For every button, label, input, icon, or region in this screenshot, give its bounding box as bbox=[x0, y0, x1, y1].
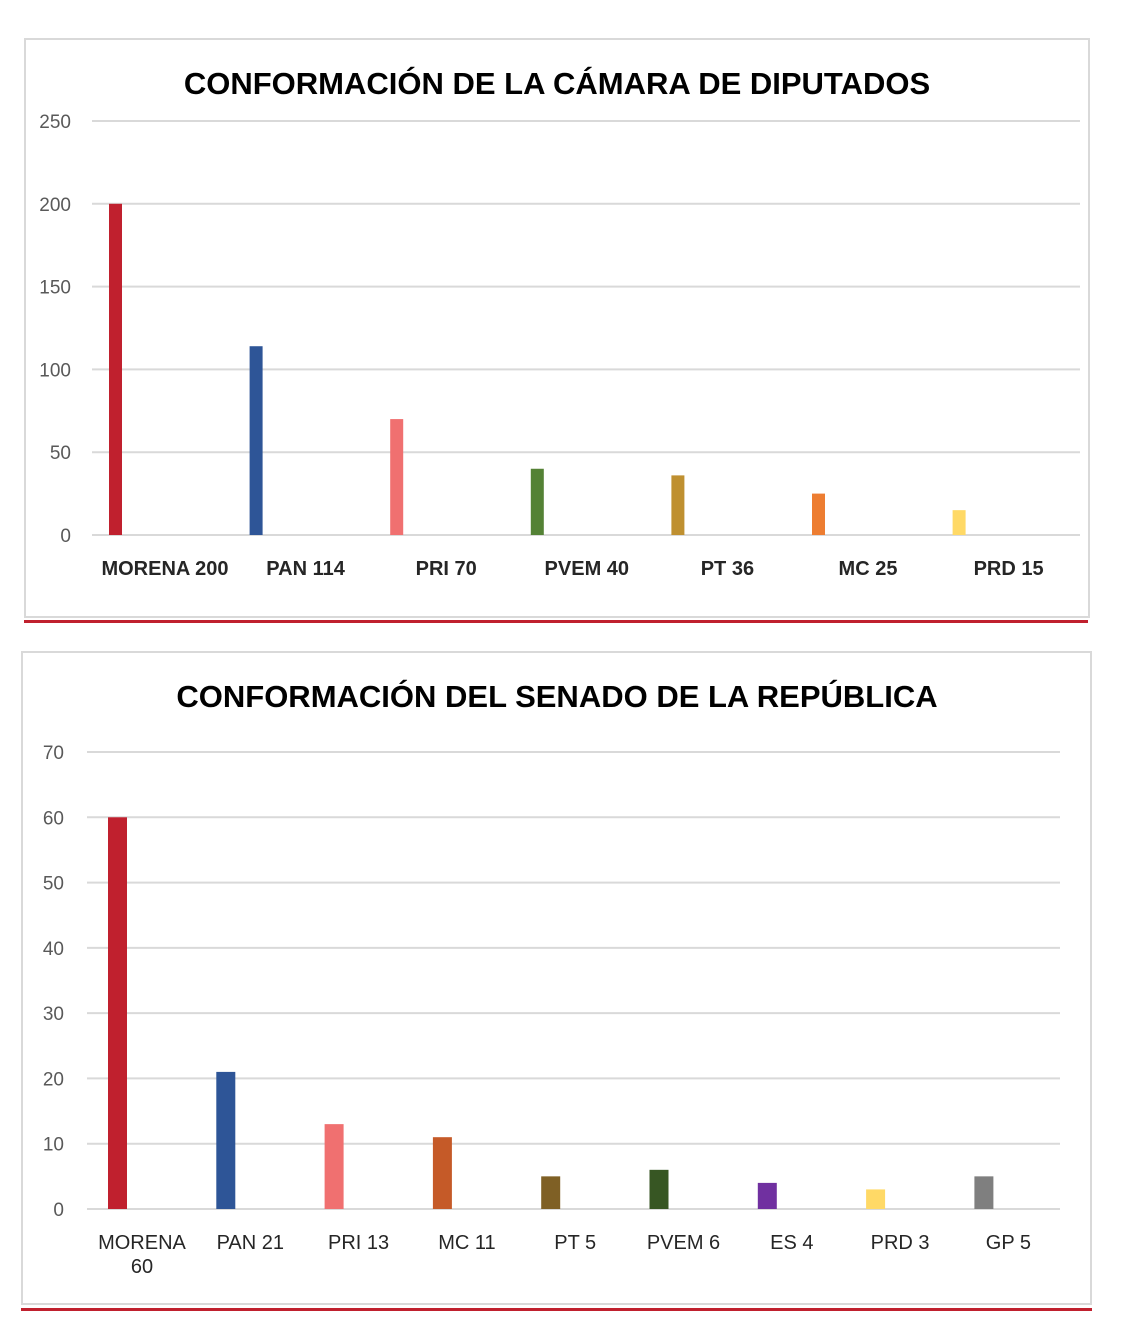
x-category-label: PRD 3 bbox=[871, 1232, 930, 1254]
bar bbox=[974, 1176, 994, 1209]
bar bbox=[249, 346, 263, 535]
bar bbox=[390, 419, 404, 535]
bar bbox=[671, 475, 685, 535]
x-category-label: PRI 70 bbox=[416, 558, 477, 580]
y-tick-label: 200 bbox=[39, 195, 71, 216]
x-category-label: PT 5 bbox=[554, 1232, 596, 1254]
bar bbox=[649, 1169, 669, 1209]
bar bbox=[530, 468, 544, 535]
red-divider-line bbox=[21, 1308, 1092, 1311]
bar bbox=[952, 510, 966, 535]
y-tick-label: 250 bbox=[39, 112, 71, 133]
bar bbox=[432, 1137, 452, 1209]
x-category-label: PRD 15 bbox=[974, 558, 1044, 580]
x-category-label: PVEM 6 bbox=[647, 1232, 720, 1254]
y-tick-label: 40 bbox=[43, 939, 64, 960]
bar bbox=[324, 1124, 344, 1209]
y-tick-label: 150 bbox=[39, 278, 71, 299]
diputados-chart-panel bbox=[24, 38, 1090, 618]
x-category-label: PVEM 40 bbox=[545, 558, 629, 580]
y-tick-label: 70 bbox=[43, 743, 64, 764]
bar bbox=[812, 493, 825, 535]
x-category-label: MORENA 60 bbox=[98, 1232, 186, 1278]
red-divider-line bbox=[24, 620, 1088, 623]
x-category-label: PT 36 bbox=[701, 558, 754, 580]
bar bbox=[866, 1189, 886, 1209]
x-category-label: MC 25 bbox=[839, 558, 898, 580]
y-tick-label: 0 bbox=[53, 1200, 64, 1221]
y-tick-label: 0 bbox=[60, 526, 71, 547]
y-tick-label: 60 bbox=[43, 808, 64, 829]
y-tick-label: 10 bbox=[43, 1135, 64, 1156]
y-tick-label: 50 bbox=[43, 874, 64, 895]
y-tick-label: 30 bbox=[43, 1004, 64, 1025]
bar bbox=[108, 817, 127, 1209]
bar bbox=[757, 1182, 777, 1209]
chart-title: CONFORMACIÓN DE LA CÁMARA DE DIPUTADOS bbox=[184, 65, 930, 101]
bar bbox=[216, 1071, 236, 1209]
chart-title: CONFORMACIÓN DEL SENADO DE LA REPÚBLICA bbox=[176, 678, 937, 714]
x-category-label: PRI 13 bbox=[328, 1232, 389, 1254]
x-category-label: MC 11 bbox=[438, 1232, 495, 1254]
y-tick-label: 100 bbox=[39, 360, 71, 381]
y-tick-label: 20 bbox=[43, 1069, 64, 1090]
x-category-label: PAN 21 bbox=[217, 1232, 284, 1254]
x-category-label: GP 5 bbox=[986, 1232, 1031, 1254]
x-category-label: PAN 114 bbox=[266, 558, 345, 580]
x-category-label: ES 4 bbox=[770, 1232, 813, 1254]
x-category-label: MORENA 200 bbox=[101, 558, 228, 580]
y-tick-label: 50 bbox=[50, 443, 71, 464]
bar bbox=[541, 1176, 561, 1209]
bar bbox=[109, 203, 122, 536]
